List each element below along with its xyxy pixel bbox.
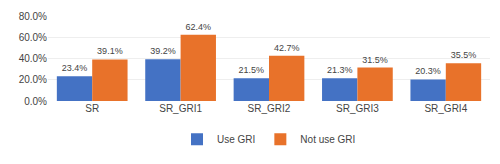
svg-text:20.3%: 20.3% [415,66,441,76]
svg-text:Use GRI: Use GRI [217,134,255,145]
svg-text:SR_GRI3: SR_GRI3 [336,103,379,114]
svg-text:42.7%: 42.7% [274,43,300,53]
svg-text:21.3%: 21.3% [327,65,353,75]
svg-text:Not use GRI: Not use GRI [300,134,355,145]
svg-text:SR: SR [85,103,99,114]
svg-text:39.2%: 39.2% [150,46,176,56]
svg-text:23.4%: 23.4% [62,63,88,73]
svg-text:SR_GRI1: SR_GRI1 [159,103,202,114]
svg-text:60.0%: 60.0% [19,32,47,43]
svg-text:62.4%: 62.4% [186,22,212,32]
svg-text:SR_GRI4: SR_GRI4 [424,103,467,114]
svg-text:80.0%: 80.0% [19,11,47,22]
svg-text:SR_GRI2: SR_GRI2 [248,103,291,114]
svg-text:39.1%: 39.1% [97,46,123,56]
svg-text:31.5%: 31.5% [362,55,388,65]
svg-text:40.0%: 40.0% [19,53,47,64]
svg-text:21.5%: 21.5% [239,65,265,75]
svg-text:20.0%: 20.0% [19,74,47,85]
svg-text:0.0%: 0.0% [24,96,47,107]
svg-text:35.5%: 35.5% [451,50,477,60]
